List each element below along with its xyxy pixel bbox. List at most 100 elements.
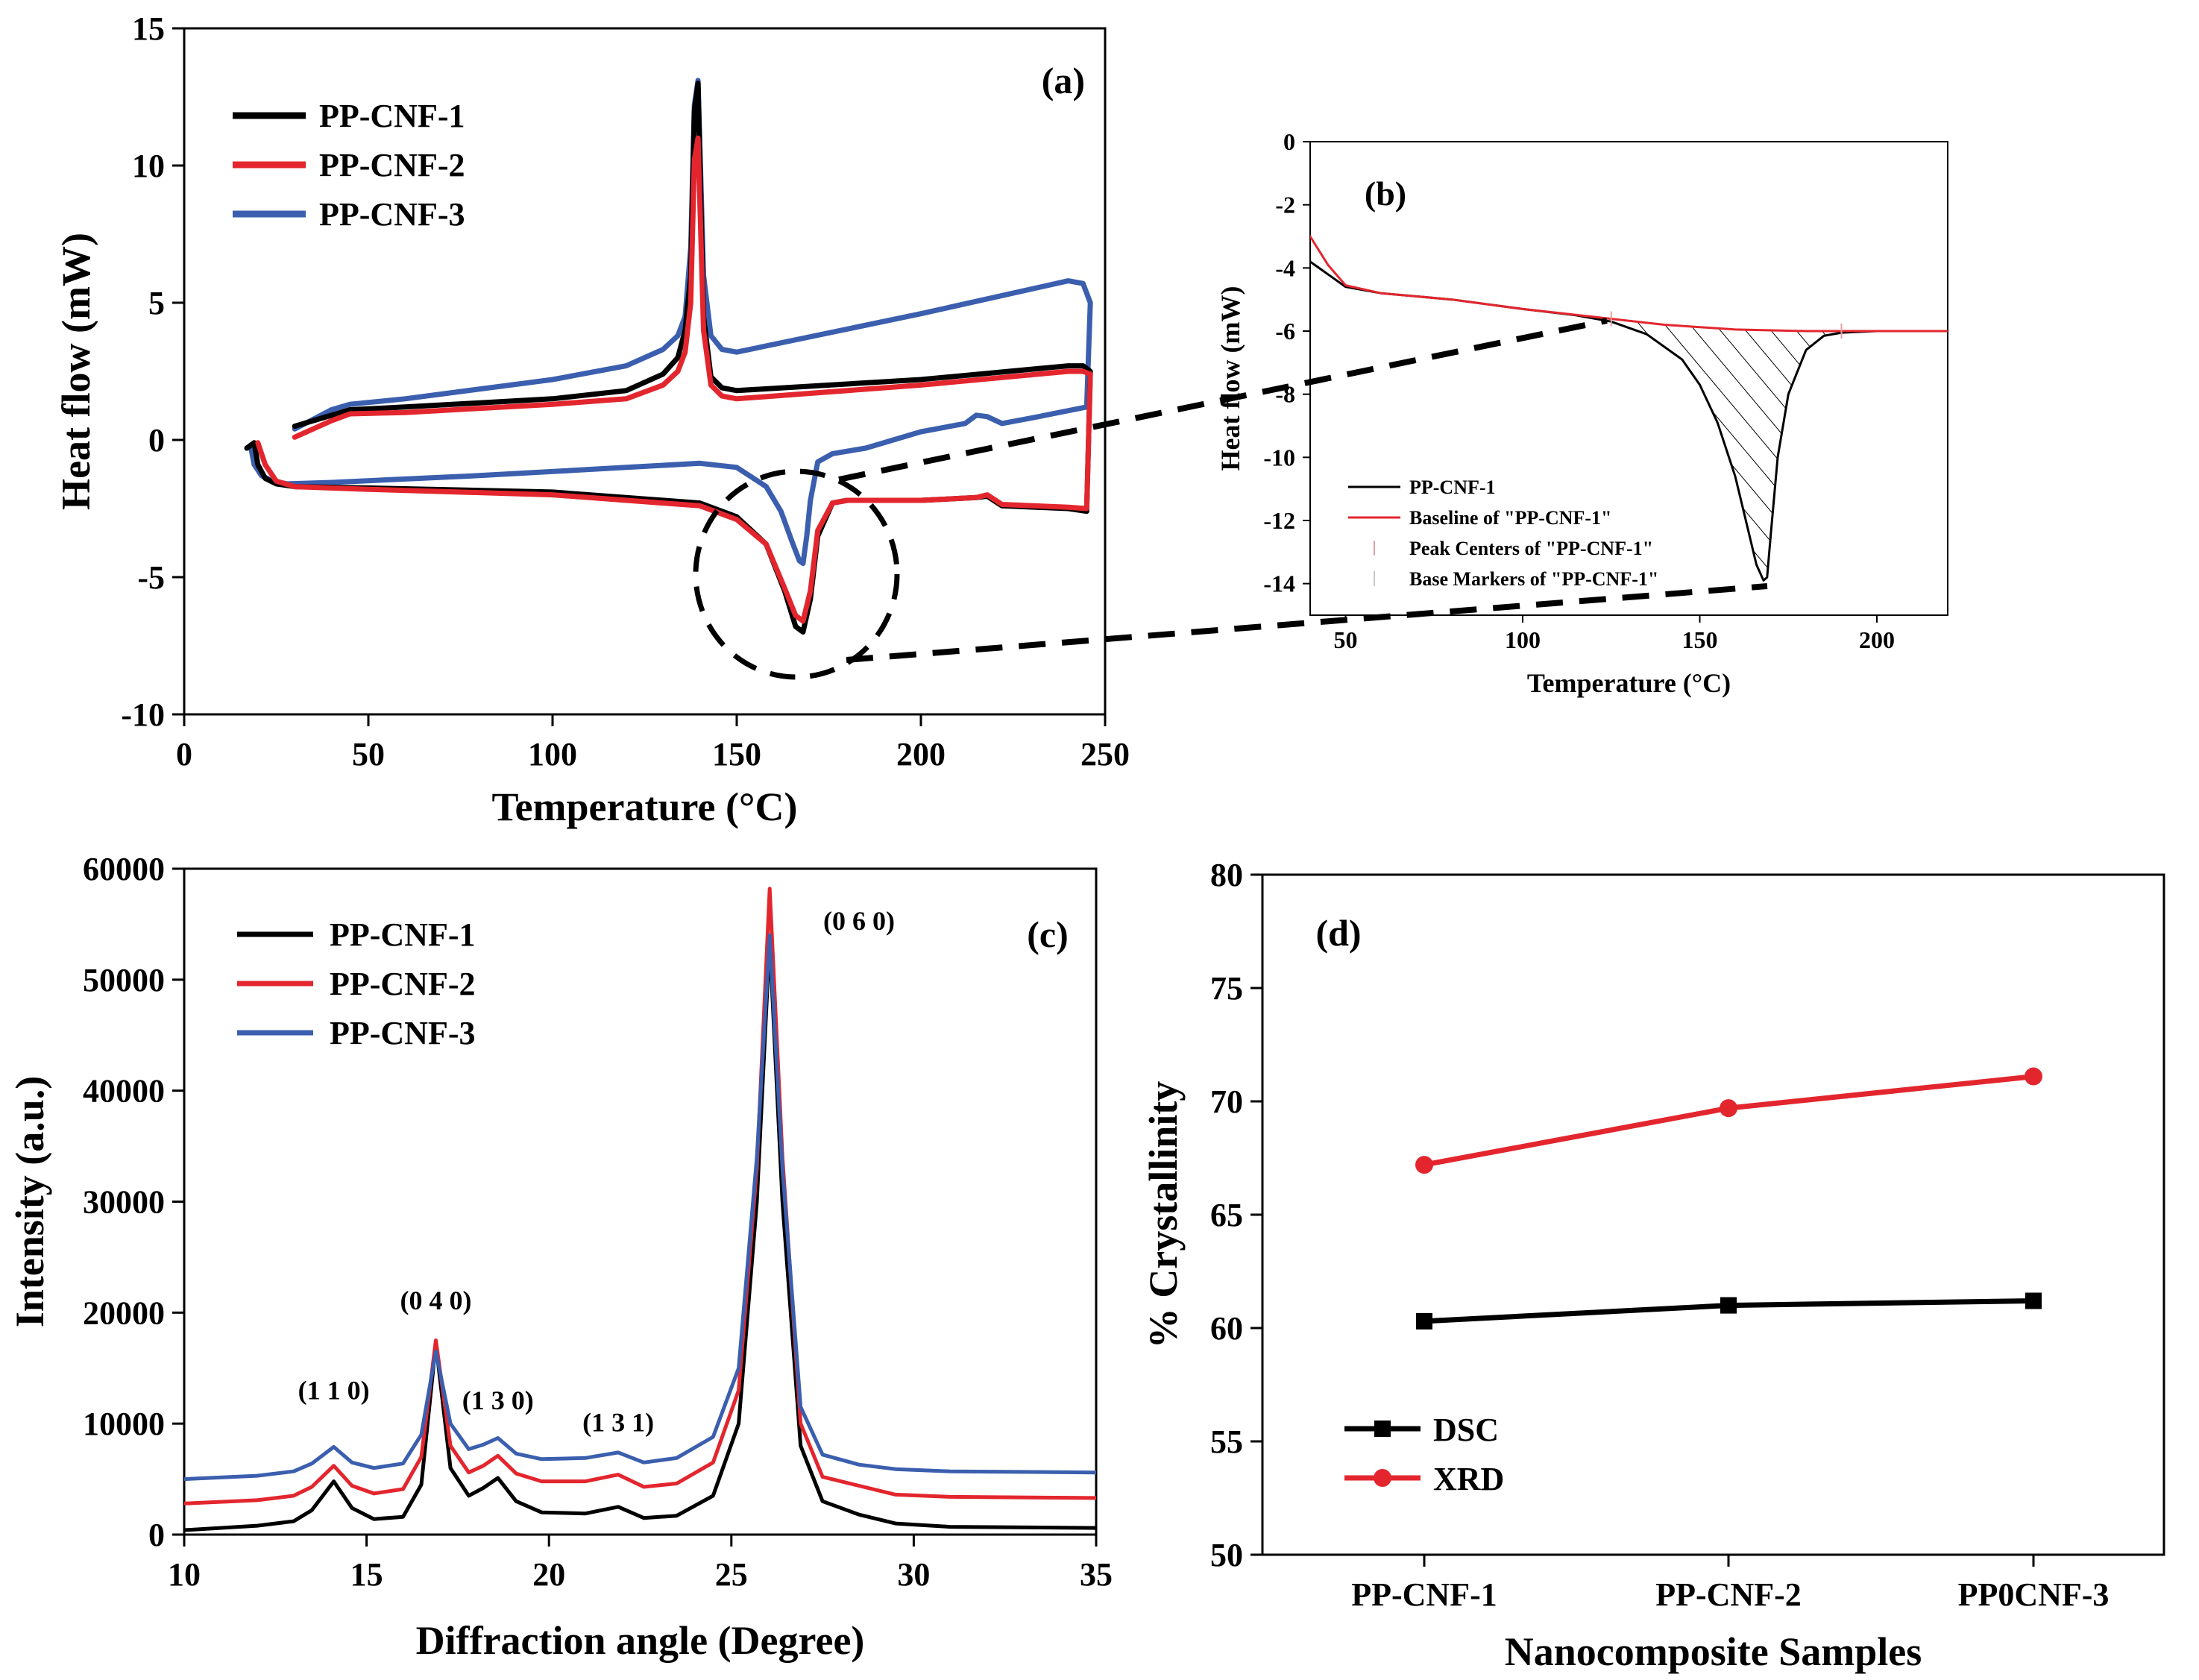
- legend-label: PP-CNF-1: [1409, 476, 1496, 498]
- y-tick-label: 50: [1210, 1537, 1243, 1573]
- y-tick-label: -2: [1275, 192, 1295, 218]
- legend-label: Baseline of "PP-CNF-1": [1409, 507, 1612, 529]
- data-point-dsc: [1416, 1312, 1432, 1330]
- x-tick-label: PP-CNF-1: [1351, 1576, 1497, 1613]
- data-point-dsc: [2025, 1292, 2042, 1309]
- y-axis-title: Heat flow (mW): [54, 233, 98, 510]
- legend-marker: [1374, 1421, 1391, 1437]
- y-tick-label: -6: [1275, 318, 1295, 345]
- x-tick-label: 20: [532, 1556, 565, 1593]
- panel-c: 10 15 20 25 30 35 0 10000 20000 30000 40000 50000 60…: [7, 851, 1113, 1663]
- y-tick-label: 75: [1210, 970, 1243, 1007]
- y-tick-label: 60000: [83, 851, 165, 887]
- peak-annotation: (0 4 0): [400, 1286, 472, 1315]
- x-tick-label: 0: [176, 736, 192, 773]
- x-tick-label: 200: [896, 736, 946, 773]
- panel-label: (c): [1027, 913, 1069, 955]
- legend-label: Peak Centers of "PP-CNF-1": [1409, 538, 1653, 559]
- zoom-connector-lower: [846, 583, 1768, 663]
- x-tick-label: 100: [1505, 626, 1541, 653]
- legend-label: PP-CNF-3: [319, 196, 465, 233]
- y-tick-label: 15: [132, 10, 165, 47]
- y-tick-label: 0: [148, 1517, 165, 1553]
- data-point-xrd: [2025, 1067, 2042, 1086]
- legend-label: PP-CNF-2: [330, 966, 476, 1002]
- zoom-connector-upper: [838, 318, 1608, 482]
- x-tick-label: 30: [897, 1556, 930, 1593]
- legend-label: PP-CNF-3: [330, 1015, 476, 1051]
- panel-a: 0 50 100 150 200 250 -10 -5 0 5 10 15 Temperature (°…: [54, 10, 1130, 829]
- x-tick-label: 150: [712, 736, 761, 773]
- y-tick-label: -5: [137, 559, 165, 596]
- inset-background: [1310, 142, 1948, 615]
- series-line-pp-cnf-2: [255, 135, 1093, 624]
- y-tick-label: -14: [1263, 570, 1295, 597]
- plot-frame: [183, 27, 1107, 716]
- y-axis-title: Intensity (a.u.): [7, 1076, 52, 1328]
- x-tick-label: 250: [1080, 736, 1130, 773]
- y-tick-label: 65: [1210, 1197, 1243, 1233]
- y-tick-label: 30000: [83, 1184, 165, 1221]
- peak-annotation: (1 3 0): [462, 1385, 534, 1415]
- y-axis-title: Heat flow (mW): [1215, 286, 1245, 471]
- y-tick-label: 10: [132, 148, 165, 184]
- x-tick-label: 200: [1859, 626, 1895, 653]
- peak-annotation: (0 6 0): [823, 906, 895, 936]
- peak-annotation: (1 1 0): [298, 1375, 370, 1405]
- y-tick-label: 50000: [83, 962, 165, 998]
- x-axis-title: Diffraction angle (Degree): [416, 1618, 865, 1663]
- y-tick-label: 55: [1210, 1423, 1243, 1460]
- x-tick-label: 35: [1080, 1556, 1113, 1593]
- y-tick-label: 5: [148, 285, 165, 321]
- legend-label: Base Markers of "PP-CNF-1": [1409, 568, 1658, 590]
- x-axis-title: Temperature (°C): [491, 784, 797, 829]
- peak-annotation: (1 3 1): [582, 1408, 654, 1438]
- y-tick-label: -10: [121, 696, 165, 733]
- y-tick-label: 10000: [83, 1406, 165, 1442]
- legend-label: XRD: [1433, 1461, 1504, 1497]
- series-line-pp-cnf-2: [184, 887, 1096, 1506]
- x-axis-title: Nanocomposite Samples: [1505, 1629, 1922, 1674]
- data-point-xrd: [1720, 1099, 1737, 1118]
- legend-label: DSC: [1433, 1412, 1499, 1448]
- series-line-pp-cnf-3: [184, 933, 1096, 1482]
- panel-d: 50 55 60 65 70 75 80 PP-CNF-1 PP-CNF-2 PP0CNF-3 Na…: [1141, 857, 2165, 1674]
- x-tick-label: PP0CNF-3: [1958, 1576, 2110, 1613]
- y-tick-label: 20000: [83, 1294, 165, 1331]
- x-tick-label: PP-CNF-2: [1655, 1576, 1802, 1613]
- integrated-peak-area: [1611, 318, 1842, 581]
- x-tick-label: 50: [352, 736, 385, 773]
- panel-label: (b): [1365, 174, 1406, 213]
- x-tick-label: 150: [1682, 626, 1718, 653]
- panel-b: 50 100 150 2000-2-4-6-8-10-12-14Temperature…: [1215, 128, 1948, 698]
- plot-frame: [1309, 141, 1948, 616]
- y-tick-label: 0: [148, 422, 165, 459]
- y-tick-label: 40000: [83, 1073, 165, 1110]
- x-tick-label: 15: [350, 1556, 383, 1593]
- y-tick-label: 60: [1210, 1310, 1243, 1347]
- legend-label: PP-CNF-1: [319, 98, 465, 134]
- y-axis-title: % Crystallinity: [1141, 1081, 1186, 1349]
- legend-label: PP-CNF-1: [330, 916, 476, 953]
- series-line-pp-cnf-1: [184, 939, 1096, 1532]
- y-tick-label: 70: [1210, 1083, 1243, 1120]
- x-axis-title: Temperature (°C): [1527, 668, 1731, 698]
- zoom-connectors: [693, 318, 1768, 680]
- panel-label: (a): [1042, 60, 1085, 101]
- y-tick-label: -10: [1263, 444, 1295, 471]
- data-point-dsc: [1720, 1297, 1737, 1314]
- y-tick-label: -4: [1275, 254, 1295, 281]
- x-tick-label: 50: [1334, 626, 1358, 653]
- x-tick-label: 10: [168, 1556, 201, 1593]
- data-point-xrd: [1415, 1156, 1433, 1174]
- zoom-circle: [693, 468, 900, 680]
- y-tick-label: 0: [1283, 128, 1295, 155]
- legend-marker: [1374, 1469, 1391, 1487]
- y-tick-label: 80: [1210, 857, 1243, 893]
- panel-label: (d): [1315, 912, 1361, 954]
- x-tick-label: 100: [528, 736, 577, 773]
- y-tick-label: -12: [1263, 507, 1295, 534]
- legend-label: PP-CNF-2: [319, 147, 465, 183]
- x-tick-label: 25: [715, 1556, 748, 1593]
